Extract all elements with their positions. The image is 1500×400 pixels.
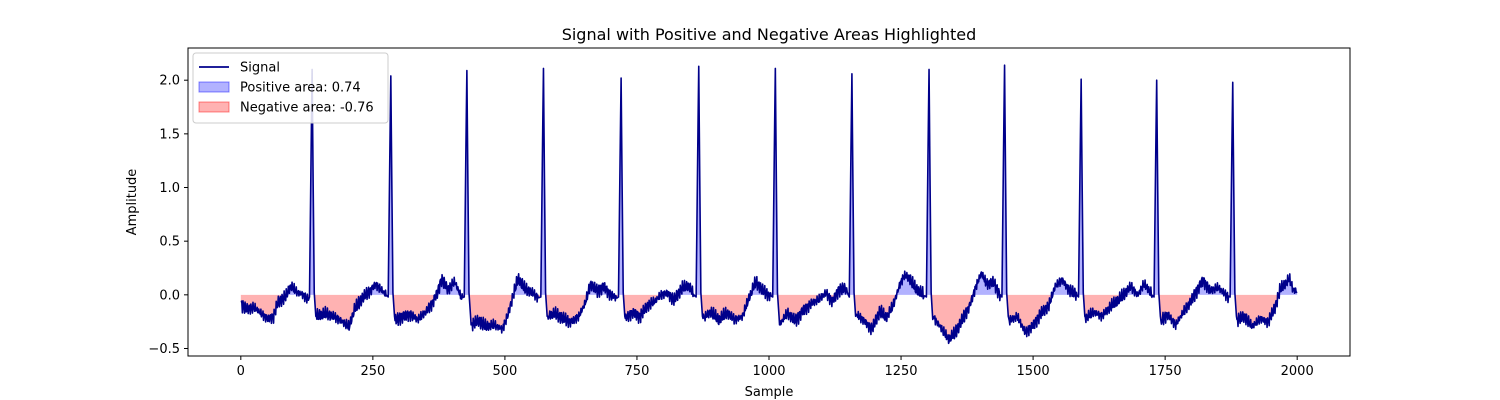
legend-label-positive: Positive area: 0.74	[240, 81, 361, 96]
y-tick-label: 1.5	[159, 127, 180, 142]
y-axis-ticks: −0.5 0.0 0.5 1.0 1.5 2.0	[148, 74, 188, 357]
y-tick-label: 1.0	[159, 181, 180, 196]
x-axis-ticks: 0 250 500 750 1000 1250 1500 1750 2000	[237, 356, 1314, 379]
legend: Signal Positive area: 0.74 Negative area: …	[192, 52, 389, 124]
negative-area-fill	[240, 294, 1298, 344]
y-axis-label: Amplitude	[125, 169, 140, 236]
y-tick-label: 2.0	[159, 74, 180, 89]
x-tick-label: 1000	[752, 364, 785, 379]
plot-area	[240, 64, 1298, 345]
x-tick-label: 1250	[884, 364, 917, 379]
x-tick-label: 750	[625, 364, 650, 379]
x-tick-label: 0	[237, 364, 245, 379]
legend-positive-swatch	[198, 81, 230, 93]
x-tick-label: 1750	[1149, 364, 1182, 379]
legend-label-line: Signal	[240, 61, 280, 76]
signal-line	[240, 64, 1298, 345]
chart-title: Signal with Positive and Negative Areas …	[562, 25, 977, 44]
x-tick-label: 500	[492, 364, 517, 379]
x-axis-label: Sample	[745, 385, 794, 400]
x-tick-label: 2000	[1281, 364, 1314, 379]
y-tick-label: −0.5	[148, 342, 180, 357]
x-tick-label: 1500	[1017, 364, 1050, 379]
legend-items: Signal Positive area: 0.74 Negative area: …	[198, 61, 374, 116]
y-tick-label: 0.5	[159, 235, 180, 250]
legend-box	[192, 52, 389, 124]
positive-area-fill	[240, 65, 1298, 295]
legend-negative-swatch	[198, 101, 230, 113]
y-tick-label: 0.0	[159, 288, 180, 303]
x-tick-label: 250	[360, 364, 385, 379]
legend-label-negative: Negative area: -0.76	[240, 101, 374, 116]
